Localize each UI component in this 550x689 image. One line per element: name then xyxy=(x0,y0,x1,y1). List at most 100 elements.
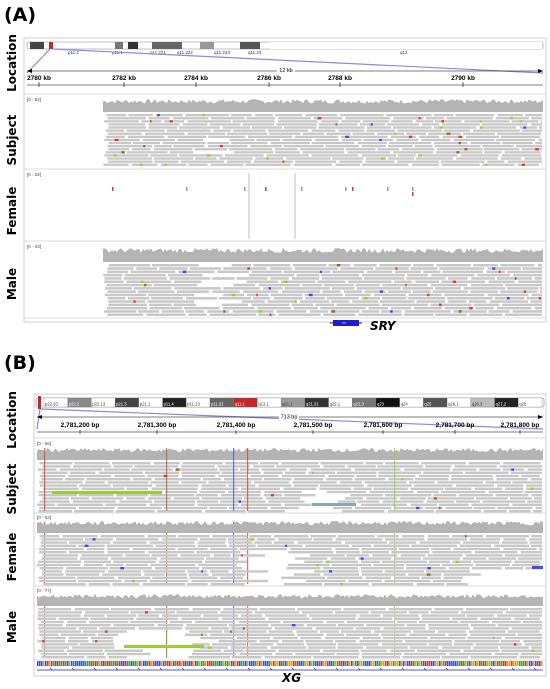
aligned-read-75 xyxy=(38,551,67,554)
aligned-read-170 xyxy=(222,306,255,310)
aligned-read-133 xyxy=(535,141,542,145)
aligned-read-0 xyxy=(106,114,126,117)
aligned-read-62 xyxy=(366,126,391,129)
reference-base xyxy=(293,661,295,666)
aligned-read-29 xyxy=(137,614,160,617)
aligned-read-185 xyxy=(219,157,253,160)
svg-text:2780 kb: 2780 kb xyxy=(27,75,51,82)
aligned-read-95 xyxy=(208,481,252,484)
aligned-read-127 xyxy=(41,636,66,640)
aligned-read-171 xyxy=(104,154,149,157)
aligned-read-202 xyxy=(39,506,76,510)
aligned-read-92 xyxy=(274,627,313,630)
aligned-read-41 xyxy=(168,273,203,277)
aligned-read-155 xyxy=(42,570,62,573)
panel-b-female-track xyxy=(37,521,543,586)
aligned-read-105 xyxy=(79,484,111,487)
aligned-read-216 xyxy=(519,656,541,659)
aligned-read-88 xyxy=(352,132,375,135)
aligned-read-57 xyxy=(67,620,87,624)
aligned-read-77 xyxy=(107,551,145,554)
aligned-read-42 xyxy=(419,541,461,544)
aligned-read-170 xyxy=(504,151,541,154)
aligned-read-108 xyxy=(413,630,436,633)
panel-b-ruler-tick-label: 2,781,300 bp xyxy=(138,422,177,429)
aligned-read-160 xyxy=(210,570,229,573)
reference-base xyxy=(195,661,197,666)
aligned-read-192 xyxy=(105,503,147,506)
svg-text:q11.23: q11.23 xyxy=(248,50,262,55)
reference-base xyxy=(245,661,247,666)
aligned-read-69 xyxy=(492,620,521,624)
reference-base xyxy=(505,661,507,666)
aligned-read-181 xyxy=(104,310,137,313)
aligned-read-65 xyxy=(126,280,171,283)
reference-base xyxy=(497,661,499,666)
mismatch-mark xyxy=(458,141,461,145)
panel-b-label: (B) xyxy=(4,352,36,374)
aligned-read-87 xyxy=(451,478,494,481)
mismatch-mark xyxy=(418,154,422,157)
aligned-read-200 xyxy=(42,583,86,586)
aligned-read-162 xyxy=(91,497,124,500)
aligned-read-128 xyxy=(68,636,88,640)
aligned-read-30 xyxy=(162,614,201,617)
soft-clip-green xyxy=(52,491,162,494)
panel-b-cytoband-label: p21.1 xyxy=(140,402,151,407)
aligned-read-141 xyxy=(369,490,414,494)
aligned-read-157 xyxy=(108,570,142,573)
aligned-read-99 xyxy=(39,630,82,633)
aligned-read-169 xyxy=(484,151,502,154)
mismatch-mark xyxy=(492,636,495,640)
svg-text:q11.223: q11.223 xyxy=(214,50,230,55)
aligned-read-112 xyxy=(488,557,517,560)
aligned-read-48 xyxy=(477,273,511,277)
aligned-read-90 xyxy=(211,627,230,630)
aligned-read-200 xyxy=(295,160,337,163)
aligned-read-210 xyxy=(446,583,468,586)
aligned-read-33 xyxy=(320,120,339,123)
aligned-read-196 xyxy=(284,503,312,506)
aligned-read-49 xyxy=(155,544,196,547)
reference-base xyxy=(371,661,373,666)
panel-b-ruler-tick-label: 2,781,500 bp xyxy=(294,422,333,429)
aligned-read-12 xyxy=(510,608,542,611)
aligned-read-157 xyxy=(249,643,274,646)
aligned-read-32 xyxy=(240,614,263,617)
aligned-read-72 xyxy=(453,547,500,551)
reference-base xyxy=(483,661,485,666)
aligned-read-192 xyxy=(41,652,68,656)
mismatch-mark xyxy=(370,123,373,126)
panel-b-cytoband-label: q22.3 xyxy=(353,402,364,407)
reference-base xyxy=(423,661,425,666)
aligned-read-82 xyxy=(355,283,380,287)
aligned-read-136 xyxy=(165,490,197,494)
panel-b-cytoband-label: q27.2 xyxy=(496,402,507,407)
aligned-read-84 xyxy=(354,478,386,481)
aligned-read-47 xyxy=(276,123,317,126)
reference-base xyxy=(419,661,421,666)
aligned-read-59 xyxy=(130,620,167,624)
aligned-read-12 xyxy=(538,264,542,267)
aligned-read-98 xyxy=(248,135,293,138)
aligned-read-23 xyxy=(425,117,445,120)
aligned-read-175 xyxy=(442,646,471,649)
aligned-read-91 xyxy=(231,627,272,630)
aligned-read-117 xyxy=(421,138,451,142)
gene-strand-mark xyxy=(291,667,295,671)
aligned-read-110 xyxy=(412,290,431,293)
reference-base xyxy=(157,661,159,666)
aligned-read-171 xyxy=(257,306,292,310)
reference-base xyxy=(203,661,205,666)
aligned-read-221 xyxy=(205,510,246,513)
aligned-read-160 xyxy=(42,497,69,500)
gene-strand-mark xyxy=(401,667,405,671)
aligned-read-121 xyxy=(346,633,379,636)
reference-base xyxy=(521,661,523,666)
aligned-read-107 xyxy=(155,484,199,487)
aligned-read-119 xyxy=(82,487,125,490)
reference-base xyxy=(481,661,483,666)
aligned-read-115 xyxy=(98,633,119,636)
aligned-read-179 xyxy=(417,154,458,157)
aligned-read-13 xyxy=(503,462,541,465)
